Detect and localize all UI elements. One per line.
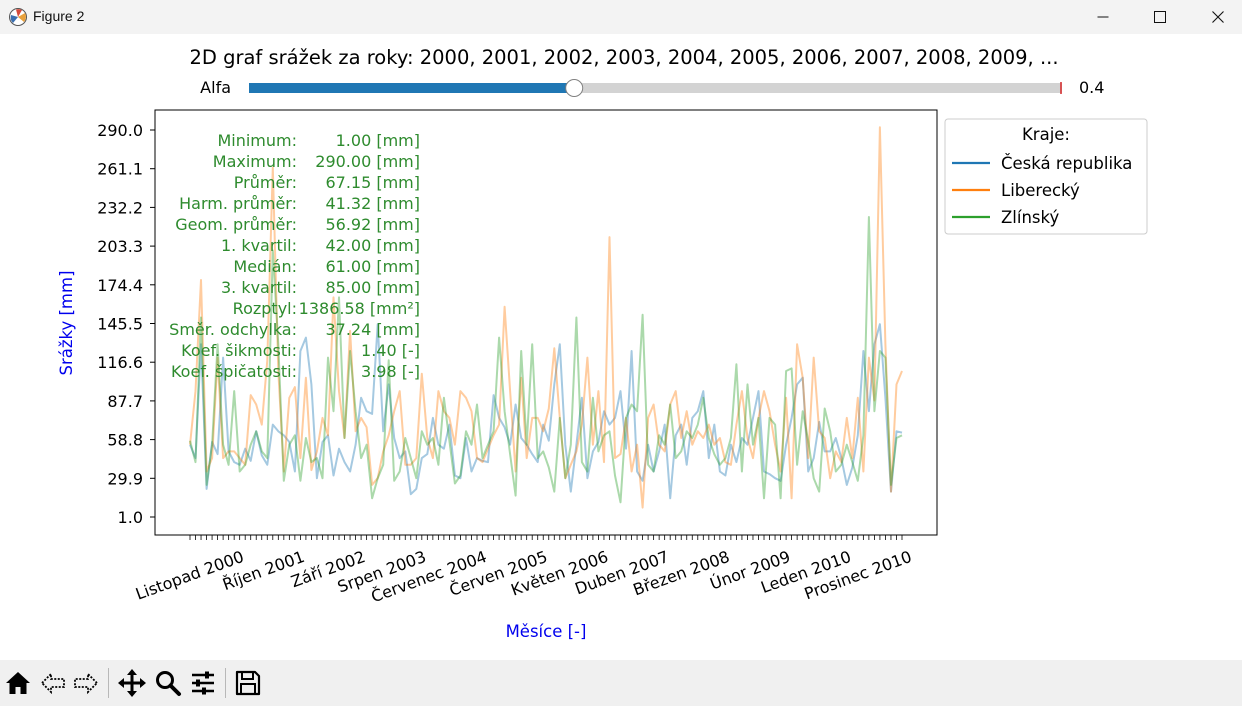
matplotlib-app-icon bbox=[8, 7, 28, 27]
slider-track[interactable] bbox=[249, 83, 1062, 93]
close-button[interactable] bbox=[1189, 0, 1242, 34]
stat-value: 67.15 [mm] bbox=[325, 173, 420, 192]
maximize-icon bbox=[1154, 11, 1166, 23]
save-icon bbox=[235, 670, 261, 696]
y-tick-label: 29.9 bbox=[107, 469, 143, 488]
stat-value: 42.00 [mm] bbox=[325, 236, 420, 255]
y-tick-label: 58.8 bbox=[107, 431, 143, 450]
back-button[interactable] bbox=[36, 666, 70, 700]
stat-value: 1386.58 [mm²] bbox=[299, 299, 420, 318]
stat-label: 1. kvartil: bbox=[221, 236, 297, 255]
close-icon bbox=[1212, 11, 1224, 23]
stat-value: 1.40 [-] bbox=[361, 341, 420, 360]
minimize-button[interactable] bbox=[1074, 0, 1132, 34]
y-axis: 1.0 29.9 58.8 87.7 116.6 145.5 174.4 203.3 232.2… bbox=[97, 121, 155, 527]
navigation-toolbar bbox=[0, 660, 1242, 706]
forward-icon bbox=[74, 671, 99, 695]
stat-label: 3. kvartil: bbox=[221, 278, 297, 297]
stat-label: Koef. šikmosti: bbox=[181, 341, 297, 360]
stat-value: 37.24 [mm] bbox=[325, 320, 420, 339]
chart-title: 2D graf srážek za roky: 2000, 2001, 2002… bbox=[189, 46, 1058, 69]
y-axis-label: Srážky [mm] bbox=[57, 270, 76, 375]
y-tick-label: 232.2 bbox=[97, 198, 143, 217]
stat-value: 41.32 [mm] bbox=[325, 194, 420, 213]
stat-value: 3.98 [-] bbox=[361, 362, 420, 381]
save-button[interactable] bbox=[231, 666, 265, 700]
slider-fill bbox=[249, 83, 575, 93]
legend-label: Liberecký bbox=[1001, 181, 1080, 200]
legend: Kraje: Česká republika Liberecký Zlínský bbox=[944, 118, 1148, 235]
forward-button[interactable] bbox=[69, 666, 103, 700]
figure-canvas: 2D graf srážek za roky: 2000, 2001, 2002… bbox=[0, 34, 1242, 660]
stat-value: 1.00 [mm] bbox=[336, 131, 420, 150]
stat-label: Rozptyl: bbox=[233, 299, 297, 318]
configure-subplots-icon bbox=[192, 671, 214, 695]
configure-subplots-button[interactable] bbox=[186, 666, 220, 700]
maximize-button[interactable] bbox=[1131, 0, 1189, 34]
window-titlebar: Figure 2 bbox=[0, 0, 1242, 34]
plot-area bbox=[154, 109, 938, 536]
y-tick-label: 261.1 bbox=[97, 160, 143, 179]
toolbar-separator bbox=[108, 668, 109, 698]
stat-label: Medián: bbox=[233, 257, 297, 276]
series-lines bbox=[189, 126, 903, 509]
minimize-icon bbox=[1097, 16, 1109, 18]
stat-label: Harm. průměr: bbox=[179, 194, 297, 213]
legend-label: Česká republika bbox=[1001, 154, 1132, 173]
window-title: Figure 2 bbox=[33, 8, 85, 24]
x-axis-label: Měsíce [-] bbox=[506, 622, 587, 641]
y-tick-label: 203.3 bbox=[97, 237, 143, 256]
alpha-slider[interactable]: Alfa 0.4 bbox=[200, 78, 1104, 97]
y-tick-label: 174.4 bbox=[97, 276, 143, 295]
stat-label: Minimum: bbox=[217, 131, 297, 150]
y-tick-label: 1.0 bbox=[118, 508, 143, 527]
y-tick-label: 87.7 bbox=[107, 392, 143, 411]
stat-value: 290.00 [mm] bbox=[315, 152, 420, 171]
stat-value: 61.00 [mm] bbox=[325, 257, 420, 276]
slider-handle[interactable] bbox=[565, 79, 584, 97]
stat-label: Geom. průměr: bbox=[175, 215, 297, 234]
stat-value: 56.92 [mm] bbox=[325, 215, 420, 234]
legend-box bbox=[944, 118, 1148, 235]
slider-label: Alfa bbox=[200, 78, 231, 97]
slider-value: 0.4 bbox=[1079, 78, 1104, 97]
series-line-3 bbox=[189, 216, 903, 504]
stat-label: Směr. odchylka: bbox=[169, 320, 297, 339]
series-line-2 bbox=[189, 126, 903, 509]
zoom-button[interactable] bbox=[151, 666, 185, 700]
legend-label: Zlínský bbox=[1001, 208, 1059, 227]
legend-title: Kraje: bbox=[1022, 125, 1070, 144]
home-button[interactable] bbox=[1, 666, 35, 700]
stat-value: 85.00 [mm] bbox=[325, 278, 420, 297]
y-tick-label: 116.6 bbox=[97, 353, 143, 372]
chart-svg: 2D graf srážek za roky: 2000, 2001, 2002… bbox=[57, 46, 1148, 641]
statistics-annotation: Minimum: 1.00 [mm] Maximum: 290.00 [mm] Prům… bbox=[169, 131, 420, 381]
toolbar-separator bbox=[225, 668, 226, 698]
y-tick-label: 145.5 bbox=[97, 315, 143, 334]
zoom-icon bbox=[156, 671, 181, 696]
stat-label: Maximum: bbox=[213, 152, 297, 171]
pan-icon bbox=[118, 669, 146, 697]
y-tick-label: 290.0 bbox=[97, 121, 143, 140]
stat-label: Koef. špičatosti: bbox=[171, 362, 297, 381]
stat-label: Průměr: bbox=[234, 173, 297, 192]
back-icon bbox=[40, 671, 65, 695]
home-icon bbox=[6, 672, 30, 694]
series-line-1 bbox=[189, 323, 903, 500]
pan-button[interactable] bbox=[115, 666, 149, 700]
